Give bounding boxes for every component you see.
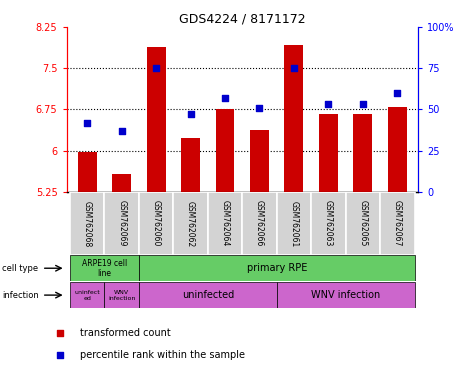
Bar xyxy=(112,174,131,192)
Text: GSM762069: GSM762069 xyxy=(117,200,126,247)
Text: GSM762068: GSM762068 xyxy=(83,200,92,247)
Point xyxy=(56,330,64,336)
Text: GSM762065: GSM762065 xyxy=(358,200,367,247)
Bar xyxy=(173,192,208,255)
Text: percentile rank within the sample: percentile rank within the sample xyxy=(80,351,245,361)
Bar xyxy=(250,130,269,192)
Point xyxy=(290,65,298,71)
Bar xyxy=(311,192,346,255)
Point xyxy=(324,101,332,108)
Text: WNV
infection: WNV infection xyxy=(108,290,135,301)
Bar xyxy=(285,45,304,192)
Text: ARPE19 cell
line: ARPE19 cell line xyxy=(82,258,127,278)
Bar xyxy=(70,192,104,255)
Point xyxy=(187,111,194,118)
Text: primary RPE: primary RPE xyxy=(247,263,307,273)
Text: transformed count: transformed count xyxy=(80,328,171,338)
Bar xyxy=(70,255,139,281)
Bar xyxy=(147,47,166,192)
Bar xyxy=(104,192,139,255)
Bar xyxy=(139,282,277,308)
Point xyxy=(256,105,263,111)
Point xyxy=(56,353,64,359)
Text: WNV infection: WNV infection xyxy=(311,290,380,300)
Point xyxy=(84,119,91,126)
Bar xyxy=(388,107,407,192)
Text: GSM762066: GSM762066 xyxy=(255,200,264,247)
Title: GDS4224 / 8171172: GDS4224 / 8171172 xyxy=(179,13,305,26)
Text: uninfect
ed: uninfect ed xyxy=(74,290,100,301)
Text: cell type: cell type xyxy=(2,264,38,273)
Bar xyxy=(70,282,104,308)
Bar xyxy=(208,192,242,255)
Text: GSM762064: GSM762064 xyxy=(220,200,229,247)
Bar xyxy=(139,255,415,281)
Point xyxy=(359,101,367,108)
Bar xyxy=(139,192,173,255)
Bar xyxy=(242,192,277,255)
Bar xyxy=(78,152,96,192)
Point xyxy=(221,95,229,101)
Bar xyxy=(380,192,415,255)
Bar xyxy=(277,192,311,255)
Text: uninfected: uninfected xyxy=(181,290,234,300)
Text: GSM762061: GSM762061 xyxy=(289,200,298,247)
Bar xyxy=(216,109,235,192)
Text: GSM762063: GSM762063 xyxy=(324,200,333,247)
Bar xyxy=(353,114,372,192)
Text: infection: infection xyxy=(2,291,39,300)
Point xyxy=(393,90,401,96)
Text: GSM762062: GSM762062 xyxy=(186,200,195,247)
Text: GSM762060: GSM762060 xyxy=(152,200,161,247)
Point xyxy=(118,128,125,134)
Bar xyxy=(319,114,338,192)
Bar xyxy=(277,282,415,308)
Bar xyxy=(346,192,380,255)
Bar xyxy=(104,282,139,308)
Text: GSM762067: GSM762067 xyxy=(393,200,402,247)
Bar xyxy=(181,138,200,192)
Point xyxy=(152,65,160,71)
